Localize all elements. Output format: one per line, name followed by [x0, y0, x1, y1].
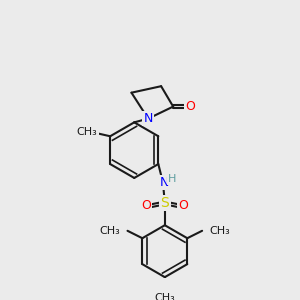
Text: O: O: [141, 199, 151, 212]
Text: N: N: [160, 176, 170, 189]
Text: H: H: [168, 174, 176, 184]
Text: O: O: [79, 125, 89, 138]
Text: CH₃: CH₃: [209, 226, 230, 236]
Text: S: S: [160, 196, 169, 210]
Text: O: O: [185, 100, 195, 113]
Text: CH₃: CH₃: [77, 127, 98, 136]
Text: CH₃: CH₃: [154, 293, 175, 300]
Text: N: N: [143, 112, 153, 125]
Text: O: O: [178, 199, 188, 212]
Text: CH₃: CH₃: [99, 226, 120, 236]
